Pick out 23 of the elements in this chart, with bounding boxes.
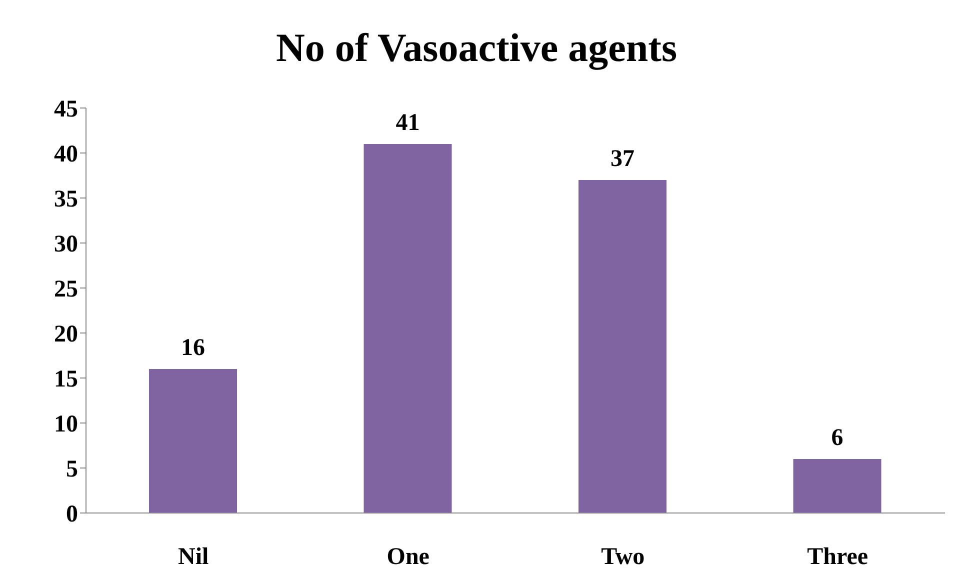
x-tick-label: Three [807, 544, 868, 570]
y-tick-label: 40 [54, 142, 78, 168]
x-tick-label: Two [601, 544, 645, 570]
y-tick-label: 10 [54, 412, 78, 438]
x-tick-label: One [386, 544, 430, 570]
bar [793, 459, 882, 513]
y-tick-label: 15 [54, 366, 78, 393]
y-tick-label: 35 [54, 186, 78, 213]
bar [149, 369, 237, 513]
bar [578, 180, 666, 513]
y-tick-label: 45 [54, 96, 78, 123]
chart-title: No of Vasoactive agents [274, 24, 678, 72]
y-tick-label: 5 [66, 456, 78, 483]
y-tick-label: 20 [54, 322, 78, 348]
y-tick-label: 25 [54, 276, 78, 303]
data-label: 6 [831, 425, 844, 451]
y-tick-label: 30 [54, 232, 78, 258]
y-tick-label: 0 [66, 502, 78, 528]
bar [364, 144, 452, 513]
data-label: 16 [181, 335, 205, 361]
x-tick-label: Nil [178, 544, 210, 570]
data-label: 41 [396, 110, 420, 136]
data-label: 37 [610, 146, 634, 172]
